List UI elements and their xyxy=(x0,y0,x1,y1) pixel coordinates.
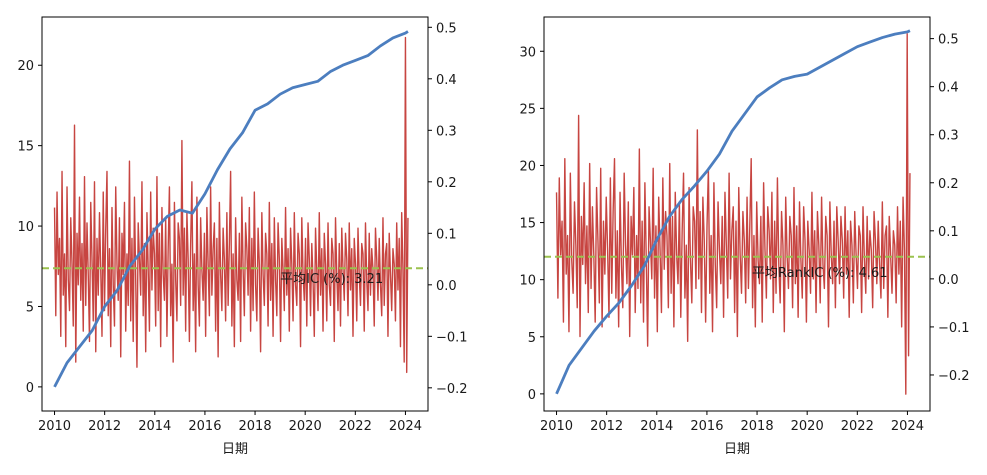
plot-frame xyxy=(543,16,931,412)
cumulative-ic-line xyxy=(555,29,911,395)
left-y-tick-label: 0 xyxy=(26,381,34,396)
ic-series-line xyxy=(53,36,409,374)
cumulative-ic-line xyxy=(53,30,409,388)
x-tick-label: 2010 xyxy=(38,419,71,434)
left-y-tick-label: 10 xyxy=(17,220,34,235)
x-tick-label: 2018 xyxy=(239,419,272,434)
right-y-tick-label: 0.0 xyxy=(938,273,959,288)
left-y-tick-label: 20 xyxy=(519,159,536,174)
left-y-tick-label: 5 xyxy=(528,331,536,346)
x-tick-label: 2024 xyxy=(389,419,422,434)
right-y-tick-label: −0.2 xyxy=(938,369,970,384)
x-tick-label: 2024 xyxy=(891,419,924,434)
x-tick-label: 2012 xyxy=(590,419,623,434)
x-tick-label: 2022 xyxy=(841,419,874,434)
x-tick-label: 2016 xyxy=(690,419,723,434)
right-y-tick-label: 0.4 xyxy=(938,81,959,96)
right-y-tick-label: 0.5 xyxy=(938,33,959,48)
x-tick-label: 2014 xyxy=(640,419,673,434)
right-y-tick-label: 0.5 xyxy=(436,21,457,36)
right-y-tick-label: −0.2 xyxy=(436,382,468,397)
x-tick-label: 2010 xyxy=(540,419,573,434)
right-y-tick-label: −0.1 xyxy=(436,330,468,345)
right-y-tick-label: 0.0 xyxy=(436,279,457,294)
x-tick-label: 2012 xyxy=(88,419,121,434)
right-y-tick-label: 0.3 xyxy=(938,129,959,144)
mean-ic-annotation: 平均IC (%): 3.21 xyxy=(280,272,383,287)
x-tick-label: 2020 xyxy=(791,419,824,434)
right-y-tick-label: 0.1 xyxy=(436,227,457,242)
right-y-tick-label: −0.1 xyxy=(938,321,970,336)
left-y-tick-label: 30 xyxy=(519,45,536,60)
left-y-tick-label: 10 xyxy=(519,274,536,289)
right-y-tick-label: 0.2 xyxy=(436,176,457,191)
left-y-tick-label: 15 xyxy=(17,140,34,155)
x-axis-label: 日期 xyxy=(724,442,750,457)
x-tick-label: 2018 xyxy=(741,419,774,434)
x-tick-label: 2014 xyxy=(138,419,171,434)
ic-series-line xyxy=(555,33,911,395)
left-y-tick-label: 20 xyxy=(17,59,34,74)
left-y-tick-label: 0 xyxy=(528,388,536,403)
right-y-tick-label: 0.1 xyxy=(938,225,959,240)
plot-frame xyxy=(41,16,429,412)
x-tick-label: 2022 xyxy=(339,419,372,434)
right-y-tick-label: 0.3 xyxy=(436,124,457,139)
x-tick-label: 2016 xyxy=(188,419,221,434)
left-y-tick-label: 25 xyxy=(519,102,536,117)
mean-ic-annotation: 平均RankIC (%): 4.61 xyxy=(752,266,887,281)
x-axis-label: 日期 xyxy=(222,442,248,457)
left-y-tick-label: 5 xyxy=(26,300,34,315)
x-tick-label: 2020 xyxy=(289,419,322,434)
right-y-tick-label: 0.4 xyxy=(436,73,457,88)
left-y-tick-label: 15 xyxy=(519,217,536,232)
right-y-tick-label: 0.2 xyxy=(938,177,959,192)
